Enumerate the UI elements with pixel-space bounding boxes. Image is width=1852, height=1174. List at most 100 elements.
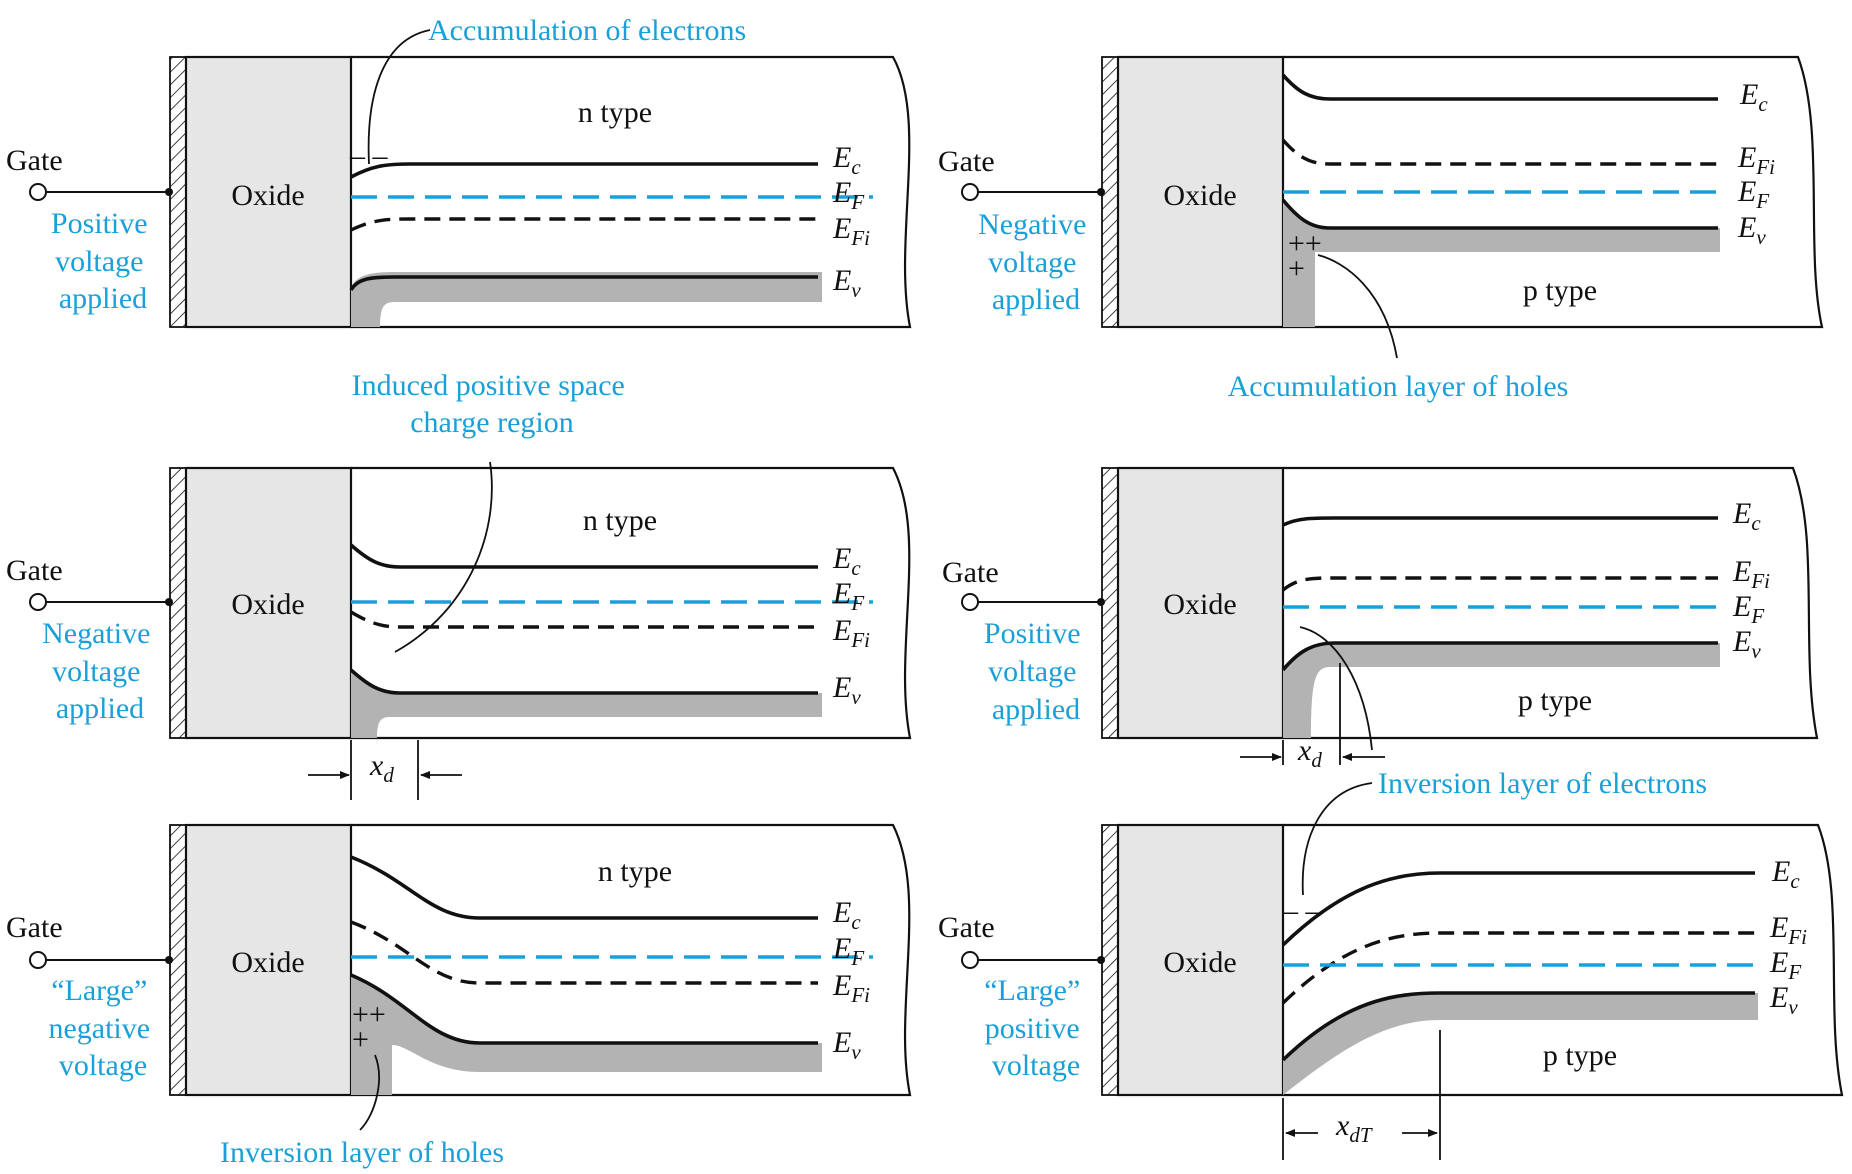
ef-label: EF xyxy=(1769,946,1801,984)
panel-inversion-p: Gate Oxide p type “Large” positive volta… xyxy=(938,767,1844,1160)
efi-label: EFi xyxy=(1769,911,1807,949)
gate-terminal xyxy=(961,183,979,201)
valence-band-shading xyxy=(1283,993,1758,1095)
oxide-label: Oxide xyxy=(231,179,304,212)
efi-label: EFi xyxy=(832,212,870,250)
conduction-band-edge xyxy=(1281,73,1718,101)
ev-label: Ev xyxy=(832,1026,861,1064)
gate-contact-dot xyxy=(165,956,173,964)
callout-leader xyxy=(394,461,493,653)
panel-depletion-n: Gate Oxide n type Negative voltage appli… xyxy=(6,369,912,800)
callout-label: Inversion layer of holes xyxy=(220,1136,504,1169)
gate-terminal xyxy=(961,951,979,969)
hole-charge: + xyxy=(1288,252,1305,285)
ef-label: EF xyxy=(1732,590,1764,628)
ef-label: EF xyxy=(1737,175,1769,213)
ef-label: EF xyxy=(832,577,864,615)
ec-label: Ec xyxy=(1732,497,1761,535)
oxide-layer xyxy=(1116,466,1285,740)
bias-label: Positive voltage applied xyxy=(984,617,1088,726)
intrinsic-fermi-level xyxy=(350,920,818,985)
efi-label: EFi xyxy=(1732,555,1770,593)
ev-label: Ev xyxy=(1737,211,1766,249)
callout-label: Accumulation layer of holes xyxy=(1228,370,1569,403)
ev-label: Ev xyxy=(832,671,861,709)
conduction-band-edge xyxy=(350,162,818,179)
valence-band-edge xyxy=(1281,991,1755,1062)
gate-label: Gate xyxy=(6,911,63,944)
gate-terminal xyxy=(29,951,47,969)
ec-label: Ec xyxy=(832,896,861,934)
semiconductor-type-label: n type xyxy=(583,504,657,537)
callout-leader xyxy=(1299,626,1373,751)
bias-label: “Large” negative voltage xyxy=(48,974,157,1082)
valence-band-shading xyxy=(1283,643,1720,738)
gate-label: Gate xyxy=(938,911,995,944)
gate-contact-dot xyxy=(1097,598,1105,606)
oxide-label: Oxide xyxy=(1163,179,1236,212)
valence-band-shading xyxy=(351,272,822,327)
depletion-width-label: xd xyxy=(1297,734,1322,772)
oxide-label: Oxide xyxy=(1163,588,1236,621)
oxide-label: Oxide xyxy=(1163,946,1236,979)
ec-label: Ec xyxy=(1771,855,1800,893)
conduction-band-edge xyxy=(349,543,818,569)
valence-band-edge xyxy=(350,973,818,1045)
gate-label: Gate xyxy=(942,556,999,589)
ev-label: Ev xyxy=(1769,981,1798,1019)
gate-label: Gate xyxy=(6,554,63,587)
gate-contact-dot xyxy=(165,598,173,606)
oxide-layer xyxy=(184,823,353,1097)
semiconductor-type-label: n type xyxy=(598,855,672,888)
depletion-width-label: xd xyxy=(369,749,394,787)
panel-inversion-n: Gate Oxide n type “Large” negative volta… xyxy=(6,823,912,1169)
conduction-band-edge xyxy=(1281,871,1755,947)
ev-label: Ev xyxy=(832,264,861,302)
conduction-band-edge xyxy=(1282,516,1718,527)
gate-terminal xyxy=(961,593,979,611)
gate-label: Gate xyxy=(938,145,995,178)
semiconductor-region xyxy=(1283,55,1824,329)
valence-band-shading xyxy=(351,975,822,1095)
semiconductor-type-label: n type xyxy=(578,96,652,129)
intrinsic-fermi-level xyxy=(1281,576,1718,592)
semiconductor-region xyxy=(351,823,912,1097)
intrinsic-fermi-level xyxy=(1281,138,1718,166)
conduction-band-edge xyxy=(350,855,818,920)
intrinsic-fermi-level xyxy=(350,217,818,232)
panel-accumulation-n: Gate Oxide n type Positive voltage appli… xyxy=(6,14,912,329)
gate-contact-dot xyxy=(1097,956,1105,964)
semiconductor-region xyxy=(1283,823,1844,1097)
hole-charges-pair: ++ xyxy=(352,998,386,1031)
intrinsic-fermi-level xyxy=(1281,931,1755,1005)
semiconductor-region xyxy=(351,55,912,329)
oxide-layer xyxy=(184,466,353,740)
ec-label: Ec xyxy=(1739,78,1768,116)
callout-label: Induced positive space charge region xyxy=(352,369,633,439)
ef-label: EF xyxy=(832,176,864,214)
bias-label: “Large” positive voltage xyxy=(984,974,1088,1082)
valence-band-edge xyxy=(1281,641,1718,672)
bias-label: Negative voltage applied xyxy=(978,208,1094,316)
ef-label: EF xyxy=(832,932,864,970)
valence-band-shading xyxy=(1283,200,1720,327)
oxide-layer xyxy=(1116,823,1285,1097)
ec-label: Ec xyxy=(832,141,861,179)
oxide-layer xyxy=(184,55,353,329)
callout-leader xyxy=(1317,254,1398,359)
valence-band-edge xyxy=(349,668,818,695)
ev-label: Ev xyxy=(1732,625,1761,663)
valence-band-edge xyxy=(349,275,818,292)
semiconductor-type-label: p type xyxy=(1543,1039,1617,1072)
efi-label: EFi xyxy=(832,614,870,652)
hole-charges-pair: ++ xyxy=(1288,227,1322,260)
semiconductor-region xyxy=(1283,466,1819,740)
callout-label: Inversion layer of electrons xyxy=(1378,767,1707,800)
oxide-label: Oxide xyxy=(231,588,304,621)
gate-terminal xyxy=(29,593,47,611)
gate-terminal xyxy=(29,183,47,201)
semiconductor-type-label: p type xyxy=(1523,274,1597,307)
gate-label: Gate xyxy=(6,144,63,177)
panel-depletion-p: Gate Oxide p type Positive voltage appli… xyxy=(942,466,1819,772)
gate-contact-dot xyxy=(165,188,173,196)
